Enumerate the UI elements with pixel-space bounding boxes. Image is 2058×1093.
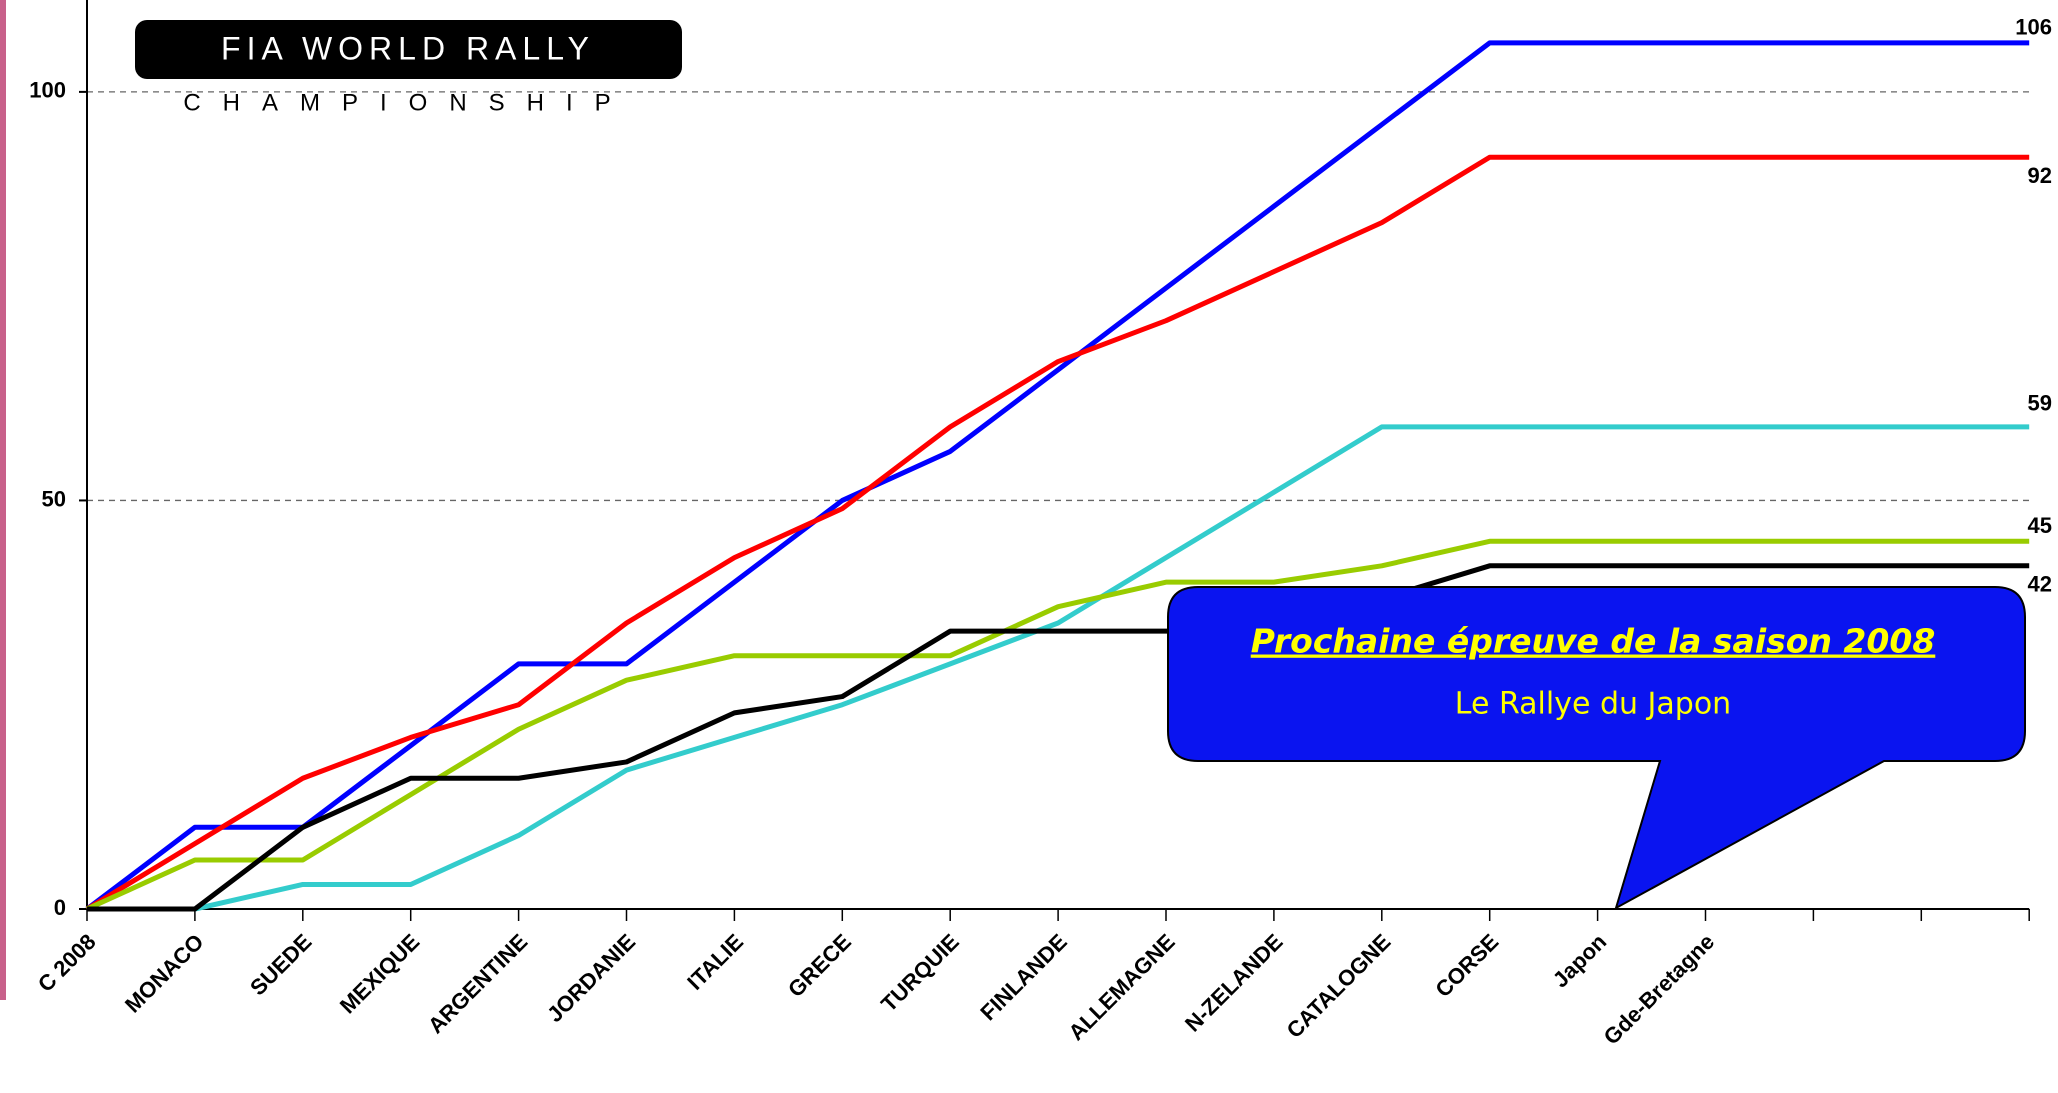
callout-title: Prochaine épreuve de la saison 2008: [1251, 622, 1936, 661]
series-line: [85, 40, 2030, 911]
value-label: 45: [2028, 513, 2052, 538]
x-tick-label: CATALOGNE: [1282, 929, 1396, 1043]
left-decoration: [0, 0, 6, 1000]
callout: Prochaine épreuve de la saison 2008 Le R…: [1167, 586, 2026, 911]
logo-box: [135, 20, 682, 79]
logo-subtitle: CHAMPIONSHIP: [183, 89, 632, 116]
x-tick-label: CORSE: [1430, 929, 1503, 1002]
value-label: 42: [2028, 572, 2052, 597]
value-label: 106: [2015, 15, 2052, 40]
y-tick-label: 100: [29, 78, 66, 103]
x-tick-label: GRECE: [783, 929, 856, 1002]
x-tick-label: Gde-Bretagne: [1599, 929, 1720, 1050]
logo-title: FIA WORLD RALLY: [221, 30, 595, 66]
x-tick-label: JORDANIE: [542, 929, 640, 1027]
x-tick-label: MONACO: [120, 929, 209, 1018]
x-tick-label: C 2008: [33, 929, 101, 997]
x-tick-label: ALLEMAGNE: [1063, 929, 1179, 1045]
x-tick-label: FINLANDE: [975, 929, 1071, 1025]
series-line: [85, 154, 2030, 912]
y-tick-label: 50: [42, 486, 66, 511]
value-label: 92: [2028, 163, 2052, 188]
callout-text: Le Rallye du Japon: [1455, 687, 1731, 722]
x-tick-label: TURQUIE: [876, 929, 964, 1017]
series-line: [87, 424, 2030, 912]
x-tick-label: MEXIQUE: [335, 929, 424, 1018]
x-tick-label: SUEDE: [245, 929, 316, 1000]
x-tick-label: ITALIE: [682, 929, 748, 995]
series-line: [85, 538, 2030, 912]
logo: FIA WORLD RALLY CHAMPIONSHIP: [135, 20, 682, 116]
y-tick-label: 0: [54, 895, 66, 920]
series-line: [87, 563, 2030, 912]
callout-shape: [1167, 586, 2026, 911]
value-label: 59: [2028, 391, 2052, 416]
x-tick-label: Japon: [1548, 929, 1611, 992]
x-tick-label: ARGENTINE: [423, 929, 532, 1038]
x-tick-label: N-ZELANDE: [1180, 929, 1288, 1037]
